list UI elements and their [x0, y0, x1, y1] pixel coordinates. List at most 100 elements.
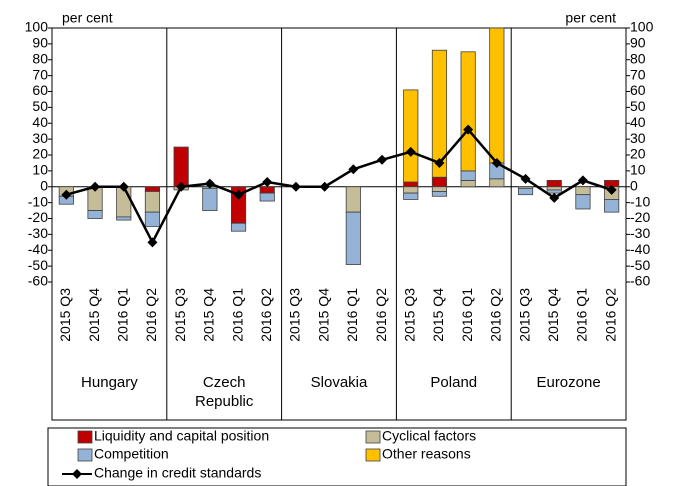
y-axis-label: per cent [62, 10, 113, 26]
y-tick-label: 10 [32, 162, 48, 178]
bar-segment [489, 178, 505, 188]
bar-segment [144, 186, 161, 192]
y-tick-label: -40 [28, 241, 48, 257]
y-tick-label: 80 [32, 50, 48, 66]
y-tick-label: -10 [28, 193, 48, 209]
plot-frame [51, 27, 627, 421]
bar-segment [403, 192, 419, 200]
bar-segment [546, 179, 562, 188]
x-tick-label: 2015 Q3 [57, 288, 73, 342]
x-tick-label: 2015 Q4 [201, 288, 217, 342]
line-marker [377, 154, 388, 165]
y2-tick-label: 30 [630, 130, 646, 146]
legend-label: Change in credit standards [94, 465, 261, 481]
line-marker [491, 157, 502, 168]
y2-tick-label: -30 [630, 225, 650, 241]
line-marker [606, 184, 617, 195]
line-marker [434, 157, 445, 168]
bar-segment [403, 89, 419, 183]
bar-segment [173, 146, 189, 188]
legend-label: Liquidity and capital position [94, 428, 269, 444]
y2-tick-label: 60 [630, 82, 646, 98]
bar-segment [87, 210, 103, 219]
y-tick-label: 0 [40, 177, 48, 193]
legend-label: Other reasons [382, 446, 471, 462]
legend-label: Cyclical factors [382, 428, 476, 444]
bar-segment [546, 186, 562, 191]
line-marker [319, 181, 330, 192]
line-marker [204, 178, 215, 189]
bar-segment [345, 211, 361, 265]
line-marker [549, 192, 560, 203]
line-marker [233, 189, 244, 200]
line-marker [577, 175, 588, 186]
bar-segment [489, 27, 505, 164]
x-tick-label: 2015 Q3 [172, 288, 188, 342]
line-marker [147, 237, 158, 248]
group-label: Eurozone [536, 374, 601, 391]
bar-segment [202, 187, 218, 211]
legend-marker [72, 469, 82, 479]
legend-swatch [77, 448, 93, 462]
y2-tick-label: 50 [630, 98, 646, 114]
x-tick-label: 2016 Q1 [459, 288, 475, 342]
y-tick-label: 100 [25, 19, 49, 35]
bar-segment [345, 186, 361, 213]
y-tick-label: 40 [32, 114, 48, 130]
y2-tick-label: 20 [630, 146, 646, 162]
bar-segment [403, 181, 419, 188]
x-tick-label: 2016 Q1 [229, 288, 245, 342]
line-marker [405, 146, 416, 157]
bar-segment [431, 176, 448, 188]
group-label: Poland [430, 374, 478, 391]
y-tick-label: 30 [32, 130, 48, 146]
y2-tick-label: 40 [630, 114, 646, 130]
line-marker [176, 181, 187, 192]
y2-tick-label: 90 [630, 35, 646, 51]
credit-standards-line [66, 127, 613, 246]
bar-segment [403, 186, 419, 194]
y2-tick-label: 70 [630, 66, 646, 82]
x-tick-label: 2016 Q1 [114, 288, 130, 342]
bar-segment [460, 170, 476, 181]
x-tick-label: 2015 Q4 [545, 288, 561, 342]
x-tick-label: 2016 Q1 [574, 288, 590, 342]
bar-segment [259, 186, 275, 194]
legend-box [47, 427, 627, 486]
group-label: Czech Republic [195, 374, 254, 410]
bar-segment [230, 222, 247, 232]
group-label: Hungary [81, 374, 138, 391]
y2-tick-label: 100 [630, 19, 654, 35]
y2-tick-label: -40 [630, 241, 650, 257]
line-marker [118, 181, 129, 192]
y-tick-label: 50 [32, 98, 48, 114]
x-tick-label: 2015 Q4 [315, 288, 331, 342]
y2-tick-label: -20 [630, 209, 650, 225]
x-tick-label: 2016 Q2 [488, 288, 504, 342]
y2-tick-label: 80 [630, 50, 646, 66]
bar-segment [431, 49, 448, 178]
line-marker [61, 189, 72, 200]
y2-axis-label: per cent [565, 10, 616, 26]
legend-label: Competition [94, 446, 169, 462]
group-label: Slovakia [310, 374, 368, 391]
y-tick-label: -30 [28, 225, 48, 241]
y2-tick-label: -10 [630, 193, 650, 209]
bar-segment [546, 189, 562, 194]
x-tick-label: 2015 Q4 [86, 288, 102, 342]
legend-swatch [365, 448, 381, 462]
x-tick-label: 2016 Q2 [143, 288, 159, 342]
x-tick-label: 2015 Q3 [287, 288, 303, 342]
y-tick-label: 70 [32, 66, 48, 82]
x-tick-label: 2015 Q4 [430, 288, 446, 342]
x-tick-label: 2016 Q2 [373, 288, 389, 342]
bar-segment [517, 187, 534, 196]
y2-tick-label: -60 [630, 273, 650, 289]
x-tick-label: 2015 Q3 [401, 288, 417, 342]
bar-segment [431, 186, 448, 192]
y-tick-label: -50 [28, 257, 48, 273]
bar-segment [259, 192, 275, 202]
x-tick-label: 2016 Q1 [344, 288, 360, 342]
